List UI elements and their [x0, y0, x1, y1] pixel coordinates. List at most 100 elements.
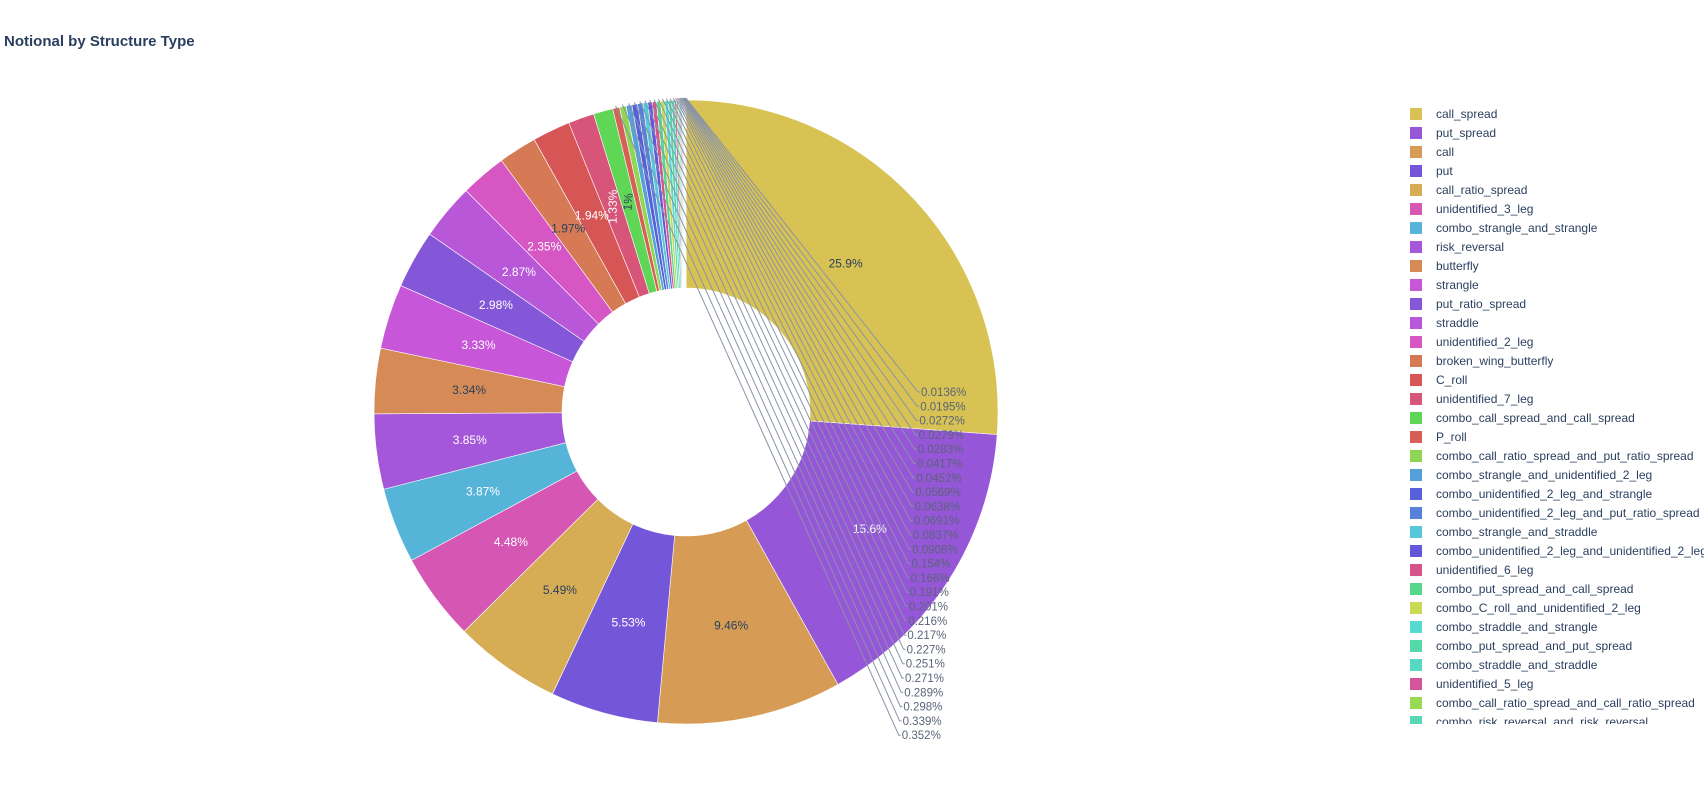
- legend-swatch: [1410, 506, 1422, 519]
- legend-item[interactable]: combo_strangle_and_straddle: [1410, 522, 1704, 541]
- legend-label: unidentified_6_leg: [1436, 562, 1534, 577]
- legend-item[interactable]: combo_unidentified_2_leg_and_unidentifie…: [1410, 541, 1704, 560]
- legend-item[interactable]: put_ratio_spread: [1410, 294, 1704, 313]
- legend-label: combo_put_spread_and_call_spread: [1436, 581, 1634, 596]
- legend-item[interactable]: call_ratio_spread: [1410, 180, 1704, 199]
- legend-swatch: [1410, 335, 1422, 348]
- slice-label: 2.87%: [502, 265, 536, 279]
- slice-leader-line: [678, 97, 913, 522]
- slice-label-outside: 0.217%: [907, 630, 946, 642]
- legend-item[interactable]: combo_unidentified_2_leg_and_put_ratio_s…: [1410, 503, 1704, 522]
- legend-label: combo_strangle_and_unidentified_2_leg: [1436, 467, 1653, 482]
- slice-label-outside: 0.227%: [907, 644, 946, 656]
- slice-leader-line: [685, 97, 920, 407]
- legend-swatch: [1410, 316, 1422, 329]
- legend-label: unidentified_7_leg: [1436, 391, 1534, 406]
- legend-swatch: [1410, 107, 1422, 120]
- legend-swatch: [1410, 373, 1422, 386]
- legend-label: strangle: [1436, 277, 1479, 292]
- legend-item[interactable]: combo_put_spread_and_call_spread: [1410, 579, 1704, 598]
- slice-label-outside: 0.0638%: [915, 501, 960, 513]
- slice-label: 3.85%: [453, 433, 487, 447]
- legend-item[interactable]: put_spread: [1410, 123, 1704, 142]
- slice-label-outside: 0.0279%: [919, 430, 964, 442]
- legend-item[interactable]: combo_strangle_and_strangle: [1410, 218, 1704, 237]
- legend-label: combo_straddle_and_straddle: [1436, 657, 1598, 672]
- legend-label: combo_strangle_and_strangle: [1436, 220, 1598, 235]
- legend-item[interactable]: broken_wing_butterfly: [1410, 351, 1704, 370]
- slice-label: 5.49%: [543, 583, 577, 597]
- slice-label-outside: 0.191%: [910, 587, 949, 599]
- slice-leader-line: [685, 97, 920, 393]
- legend-item[interactable]: combo_unidentified_2_leg_and_strangle: [1410, 484, 1704, 503]
- legend-swatch: [1410, 221, 1422, 234]
- legend-item[interactable]: unidentified_2_leg: [1410, 332, 1704, 351]
- slice-leader-line: [679, 97, 914, 507]
- legend-label: combo_call_ratio_spread_and_put_ratio_sp…: [1436, 448, 1694, 463]
- legend-label: combo_C_roll_and_unidentified_2_leg: [1436, 600, 1641, 615]
- legend-item[interactable]: put: [1410, 161, 1704, 180]
- legend-label: risk_reversal: [1436, 239, 1505, 254]
- legend-swatch: [1410, 202, 1422, 215]
- legend-label: call_spread: [1436, 106, 1498, 121]
- legend-item[interactable]: P_roll: [1410, 427, 1704, 446]
- legend-swatch: [1410, 487, 1422, 500]
- legend-item[interactable]: risk_reversal: [1410, 237, 1704, 256]
- legend-item[interactable]: combo_strangle_and_unidentified_2_leg: [1410, 465, 1704, 484]
- legend-label: put_ratio_spread: [1436, 296, 1527, 311]
- legend-item[interactable]: combo_risk_reversal_and_risk_reversal: [1410, 712, 1704, 724]
- slice-label: 2.98%: [479, 298, 513, 312]
- legend-item[interactable]: unidentified_5_leg: [1410, 674, 1704, 693]
- legend-item[interactable]: unidentified_3_leg: [1410, 199, 1704, 218]
- legend-item[interactable]: combo_call_ratio_spread_and_call_ratio_s…: [1410, 693, 1704, 712]
- legend-item[interactable]: combo_call_spread_and_call_spread: [1410, 408, 1704, 427]
- slice-label-outside: 0.251%: [906, 659, 945, 671]
- legend-item[interactable]: strangle: [1410, 275, 1704, 294]
- legend-item[interactable]: combo_C_roll_and_unidentified_2_leg: [1410, 598, 1704, 617]
- slice-label-outside: 0.0283%: [918, 444, 963, 456]
- slice-leader-line: [672, 98, 911, 565]
- legend-label: call: [1436, 144, 1455, 159]
- slice-leader-line: [683, 97, 917, 450]
- legend-label: combo_strangle_and_straddle: [1436, 524, 1598, 539]
- slice-label-outside: 0.339%: [903, 716, 942, 728]
- legend-swatch: [1410, 183, 1422, 196]
- slice-label: 25.9%: [829, 257, 863, 271]
- legend-item[interactable]: call_spread: [1410, 104, 1704, 123]
- legend-item[interactable]: combo_call_ratio_spread_and_put_ratio_sp…: [1410, 446, 1704, 465]
- legend-item[interactable]: straddle: [1410, 313, 1704, 332]
- legend-item[interactable]: unidentified_6_leg: [1410, 560, 1704, 579]
- legend-swatch: [1410, 126, 1422, 139]
- slice-leader-line: [675, 97, 912, 550]
- legend-label: put: [1436, 163, 1453, 178]
- legend-swatch: [1410, 278, 1422, 291]
- legend-item[interactable]: call: [1410, 142, 1704, 161]
- legend-label: P_roll: [1436, 429, 1467, 444]
- legend-label: straddle: [1436, 315, 1479, 330]
- slice-label-outside: 0.0452%: [916, 473, 961, 485]
- legend-swatch: [1410, 259, 1422, 272]
- legend-item[interactable]: combo_straddle_and_strangle: [1410, 617, 1704, 636]
- legend-item[interactable]: combo_put_spread_and_put_spread: [1410, 636, 1704, 655]
- slice-label: 1.33%: [606, 189, 620, 223]
- legend-swatch: [1410, 392, 1422, 405]
- legend-label: butterfly: [1436, 258, 1479, 273]
- slice-leader-line: [639, 101, 904, 679]
- legend-swatch: [1410, 601, 1422, 614]
- slice-label: 3.87%: [466, 484, 500, 498]
- legend-item[interactable]: unidentified_7_leg: [1410, 389, 1704, 408]
- legend-item[interactable]: C_roll: [1410, 370, 1704, 389]
- legend-swatch: [1410, 430, 1422, 443]
- pie-slice[interactable]: [745, 420, 998, 685]
- legend-item[interactable]: butterfly: [1410, 256, 1704, 275]
- slice-leader-line: [665, 98, 909, 593]
- legend-swatch: [1410, 639, 1422, 652]
- slice-label-outside: 0.0691%: [914, 516, 959, 528]
- slice-leader-line: [676, 97, 912, 536]
- slice-label: 3.33%: [461, 338, 495, 352]
- slice-leader-line: [684, 97, 918, 436]
- legend-label: combo_unidentified_2_leg_and_unidentifie…: [1436, 543, 1704, 558]
- legend-item[interactable]: combo_straddle_and_straddle: [1410, 655, 1704, 674]
- legend-label: unidentified_2_leg: [1436, 334, 1534, 349]
- legend-swatch: [1410, 620, 1422, 633]
